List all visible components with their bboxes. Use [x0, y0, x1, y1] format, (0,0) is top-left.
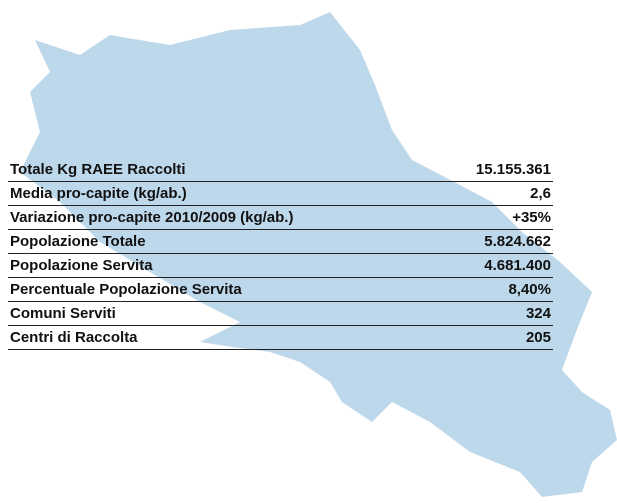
table-row: Popolazione Servita 4.681.400 — [8, 254, 553, 278]
table-row: Percentuale Popolazione Servita 8,40% — [8, 278, 553, 302]
row-label: Centri di Raccolta — [10, 329, 138, 346]
row-label: Comuni Serviti — [10, 305, 116, 322]
row-value: 2,6 — [530, 185, 551, 202]
row-value: +35% — [512, 209, 551, 226]
table-row: Media pro-capite (kg/ab.) 2,6 — [8, 182, 553, 206]
row-value: 5.824.662 — [484, 233, 551, 250]
table-row: Popolazione Totale 5.824.662 — [8, 230, 553, 254]
map-shape — [20, 12, 617, 497]
row-label: Media pro-capite (kg/ab.) — [10, 185, 187, 202]
table-row: Comuni Serviti 324 — [8, 302, 553, 326]
row-value: 8,40% — [508, 281, 551, 298]
row-value: 324 — [525, 305, 551, 322]
row-label: Popolazione Totale — [10, 233, 146, 250]
table-row: Variazione pro-capite 2010/2009 (kg/ab.)… — [8, 206, 553, 230]
table-row: Centri di Raccolta 205 — [8, 326, 553, 350]
row-value: 205 — [525, 329, 551, 346]
row-label: Percentuale Popolazione Servita — [10, 281, 242, 298]
row-label: Variazione pro-capite 2010/2009 (kg/ab.) — [10, 209, 294, 226]
row-value: 4.681.400 — [484, 257, 551, 274]
stats-table: Totale Kg RAEE Raccolti 15.155.361 Media p… — [8, 158, 553, 350]
table-row: Totale Kg RAEE Raccolti 15.155.361 — [8, 158, 553, 182]
row-label: Totale Kg RAEE Raccolti — [10, 161, 186, 178]
row-label: Popolazione Servita — [10, 257, 153, 274]
row-value: 15.155.361 — [475, 161, 551, 178]
